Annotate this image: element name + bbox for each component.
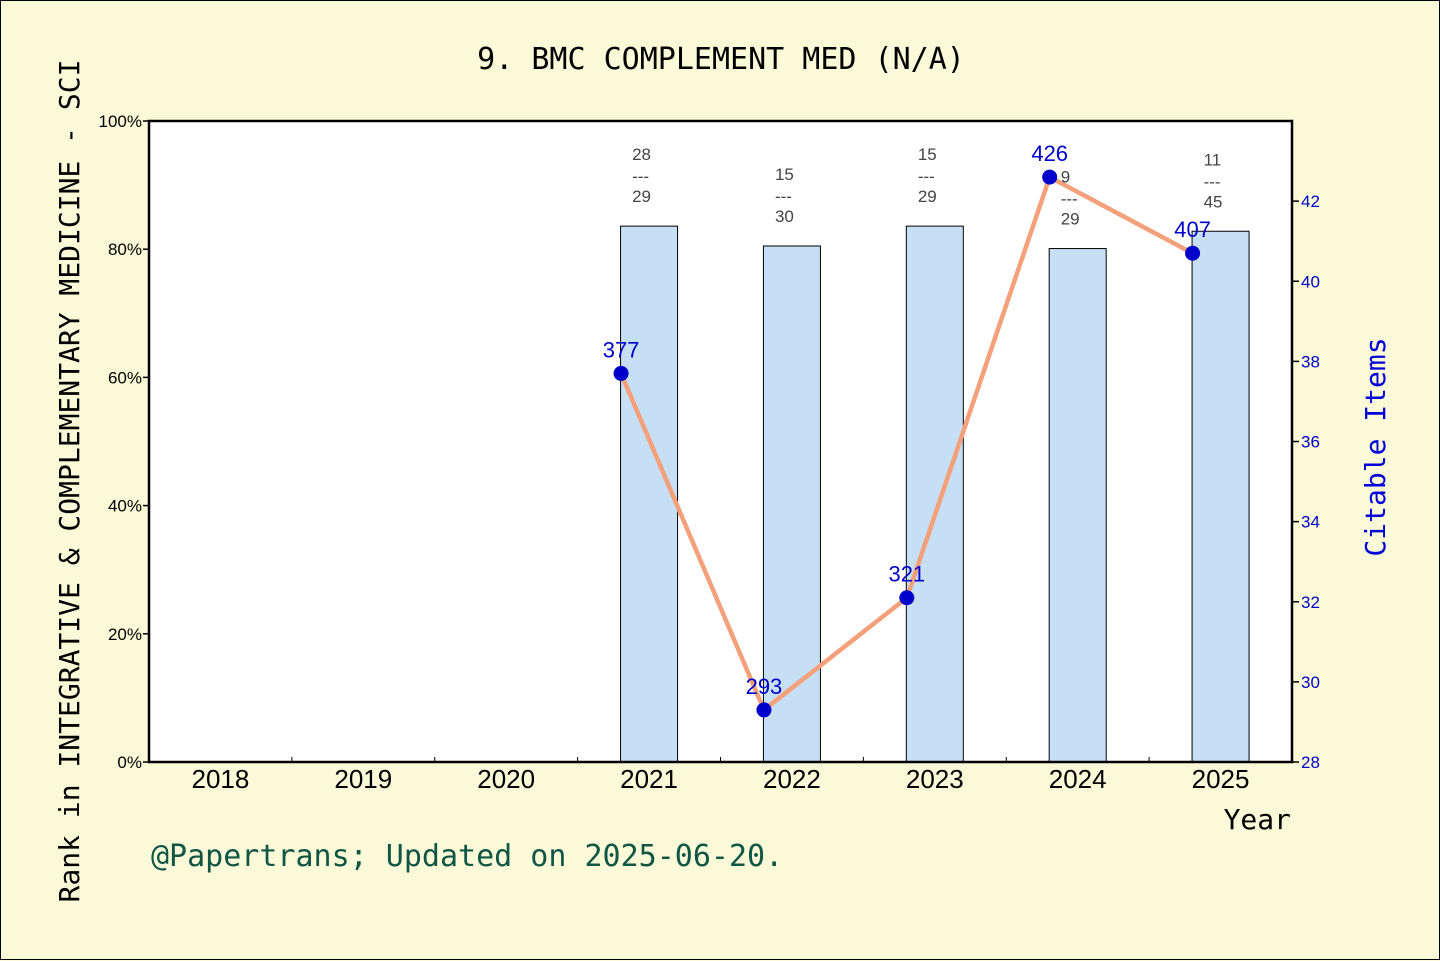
x-tick-label: 2022	[763, 764, 821, 794]
x-tick-label: 2020	[477, 764, 535, 794]
rank-label-2024: 9	[1061, 168, 1070, 187]
y-axis: 0% 20% 40% 60% 80% 100%	[99, 112, 149, 772]
rank-sep-2023: ---	[918, 167, 935, 186]
point-label-2021: 377	[603, 337, 640, 362]
y2-tick-label: 42	[1301, 192, 1320, 211]
y2-tick-label: 30	[1301, 673, 1320, 692]
point-2023	[899, 590, 915, 606]
x-tick-label: 2023	[906, 764, 964, 794]
x-tick-label: 2025	[1192, 764, 1250, 794]
rank-label-2021: 28	[632, 145, 651, 164]
rank-label-2023: 15	[918, 145, 937, 164]
footer-credit: @Papertrans; Updated on 2025-06-20.	[151, 839, 783, 874]
point-2025	[1185, 245, 1201, 261]
y-tick-label: 0%	[117, 753, 142, 772]
y2-tick-label: 36	[1301, 433, 1320, 452]
x-tick-label: 2021	[620, 764, 678, 794]
bar-2021	[620, 225, 679, 763]
y2-tick-label: 34	[1301, 513, 1320, 532]
line-layer	[613, 169, 1201, 718]
y-tick-label: 40%	[108, 497, 142, 516]
bar-2024	[1048, 248, 1107, 763]
y-tick-label: 60%	[108, 368, 142, 387]
bar-2025	[1191, 230, 1250, 763]
bar-2022	[762, 245, 821, 763]
bar-2023	[905, 225, 964, 763]
bars-layer	[620, 225, 1250, 763]
point-2022	[756, 702, 772, 718]
rank-total-2021: 29	[632, 187, 651, 206]
y-tick-label: 20%	[108, 625, 142, 644]
rank-total-2025: 45	[1204, 192, 1223, 211]
y2-tick-label: 38	[1301, 352, 1320, 371]
point-label-2022: 293	[746, 674, 783, 699]
rank-total-2024: 29	[1061, 210, 1080, 229]
rank-total-2022: 30	[775, 207, 794, 226]
x-tick-label: 2019	[334, 764, 392, 794]
rank-label-2022: 15	[775, 165, 794, 184]
point-2021	[613, 365, 629, 381]
x-tick-label: 2018	[192, 764, 250, 794]
rank-sep-2021: ---	[632, 167, 649, 186]
y-tick-label: 80%	[108, 240, 142, 259]
labels-layer: 28---2915---3015---299---2911---45377293…	[603, 141, 1223, 699]
y-axis-label: Rank in INTEGRATIVE & COMPLEMENTARY MEDI…	[53, 60, 86, 903]
point-label-2023: 321	[888, 562, 925, 587]
y2-axis-label: Citable Items	[1359, 337, 1392, 556]
point-label-2025: 407	[1174, 217, 1211, 242]
rank-sep-2024: ---	[1061, 190, 1078, 209]
y-tick-label: 100%	[99, 112, 142, 131]
rank-sep-2025: ---	[1204, 172, 1221, 191]
y2-tick-label: 40	[1301, 272, 1320, 291]
chart-title: 9. BMC COMPLEMENT MED (N/A)	[477, 42, 965, 77]
point-label-2024: 426	[1031, 141, 1068, 166]
x-axis-label: Year	[1224, 803, 1291, 836]
x-axis: 2018 2019 2020 2021 2022 2023 2024 2025	[192, 757, 1250, 794]
y2-tick-label: 32	[1301, 593, 1320, 612]
x-tick-label: 2024	[1049, 764, 1107, 794]
rank-sep-2022: ---	[775, 187, 792, 206]
rank-total-2023: 29	[918, 187, 937, 206]
rank-label-2025: 11	[1204, 150, 1222, 169]
y2-tick-label: 28	[1301, 753, 1320, 772]
point-2024	[1042, 169, 1058, 185]
y2-axis: 28 30 32 34 36 38 40 42	[1292, 192, 1320, 772]
